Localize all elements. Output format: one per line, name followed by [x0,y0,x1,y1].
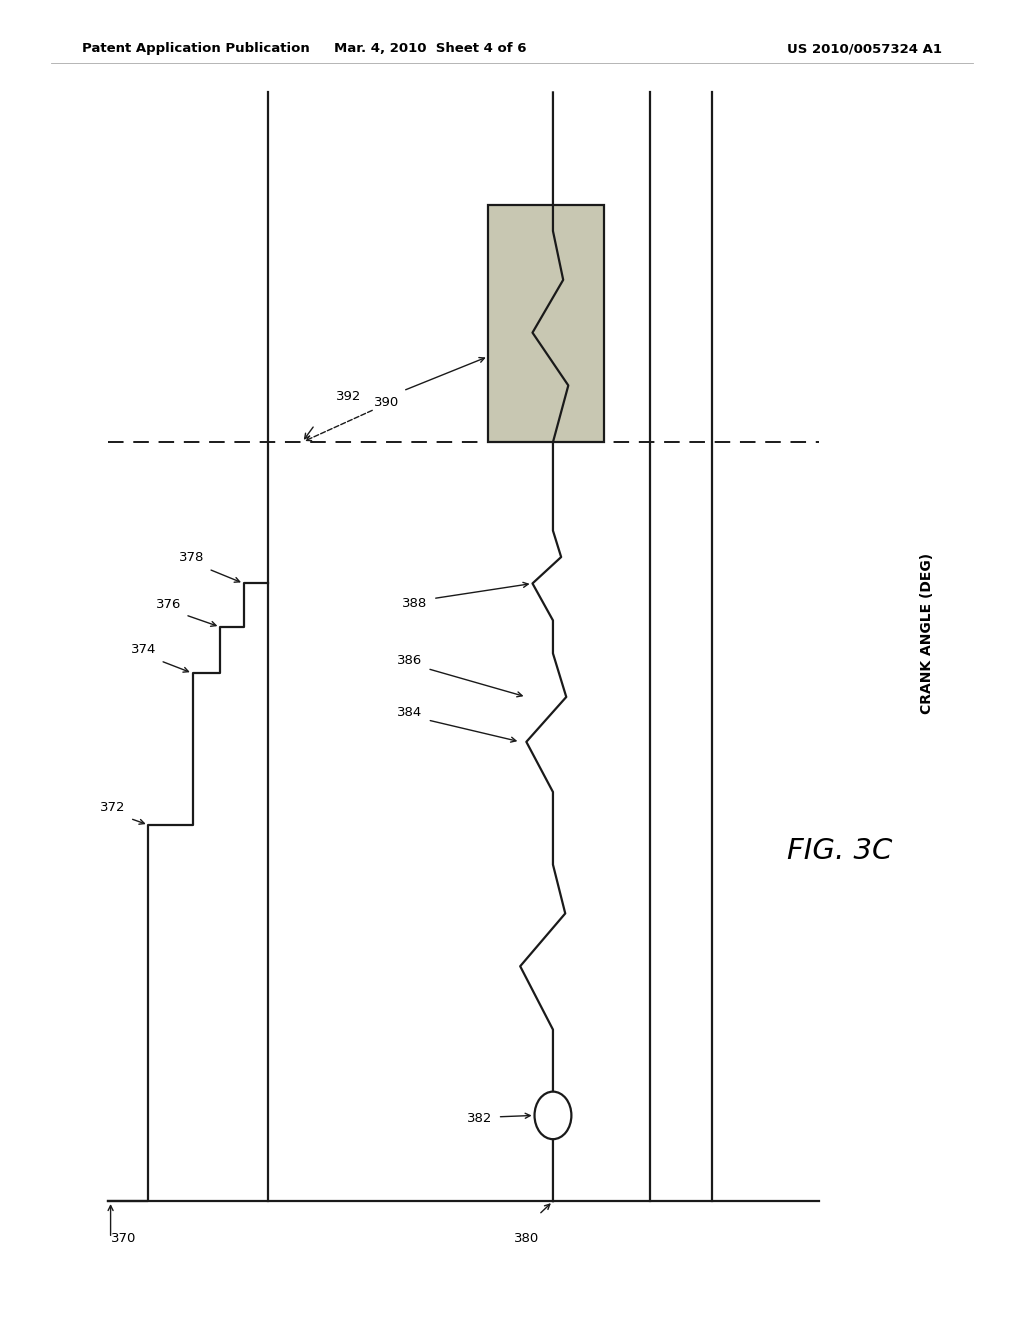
Text: 374: 374 [131,643,157,656]
Circle shape [535,1092,571,1139]
Text: 392: 392 [336,389,361,403]
Text: CRANK ANGLE (DEG): CRANK ANGLE (DEG) [920,553,934,714]
Text: 382: 382 [467,1111,493,1125]
Bar [488,205,604,442]
Text: 384: 384 [397,706,423,719]
Text: Mar. 4, 2010  Sheet 4 of 6: Mar. 4, 2010 Sheet 4 of 6 [334,42,526,55]
Text: 376: 376 [156,598,181,611]
Text: Patent Application Publication: Patent Application Publication [82,42,309,55]
Text: 378: 378 [179,550,205,564]
Text: 380: 380 [514,1232,540,1245]
Text: FIG. 3C: FIG. 3C [787,837,892,866]
Text: 370: 370 [111,1232,136,1245]
Text: US 2010/0057324 A1: US 2010/0057324 A1 [787,42,942,55]
Text: 390: 390 [374,396,399,409]
Text: 386: 386 [397,653,423,667]
Text: 388: 388 [402,597,428,610]
Text: 372: 372 [100,801,126,814]
